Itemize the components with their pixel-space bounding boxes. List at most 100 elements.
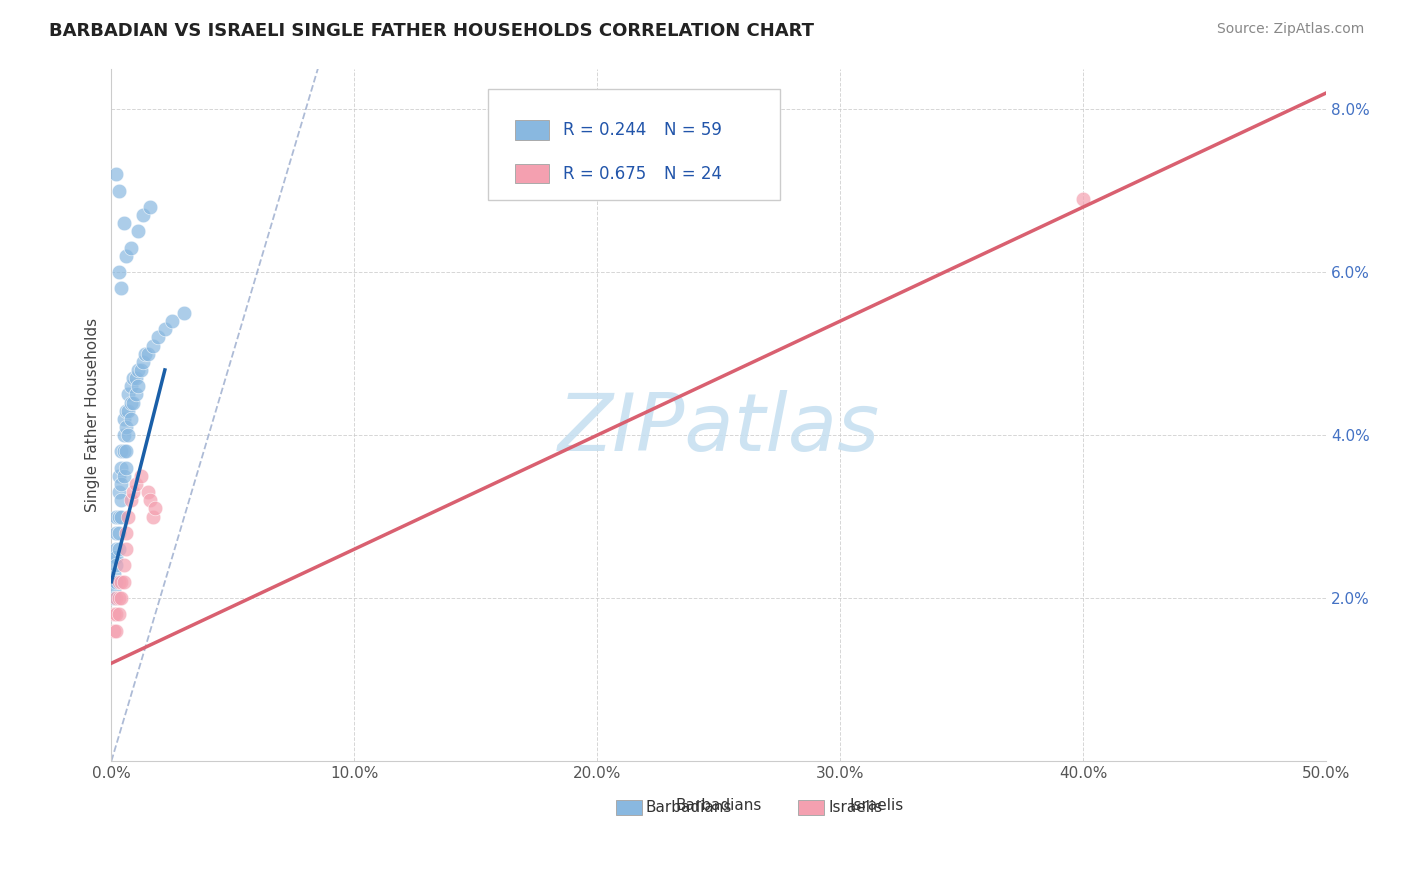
Y-axis label: Single Father Households: Single Father Households xyxy=(86,318,100,512)
Point xyxy=(112,558,135,573)
Point xyxy=(103,624,125,638)
Point xyxy=(105,607,128,622)
Bar xyxy=(616,800,643,815)
Point xyxy=(120,241,142,255)
FancyBboxPatch shape xyxy=(488,89,779,200)
Text: R = 0.675: R = 0.675 xyxy=(564,165,647,183)
Text: ZIPatlas: ZIPatlas xyxy=(558,390,880,467)
Text: R = 0.244: R = 0.244 xyxy=(564,121,647,139)
Point xyxy=(112,428,135,442)
Point xyxy=(160,314,183,328)
Point xyxy=(115,249,138,263)
Point xyxy=(112,412,135,426)
Point xyxy=(103,574,125,589)
Text: Barbadians: Barbadians xyxy=(645,800,733,815)
Point xyxy=(120,395,142,409)
Point xyxy=(127,363,149,377)
Point xyxy=(110,460,132,475)
Point xyxy=(129,468,152,483)
Point xyxy=(112,444,135,458)
Point xyxy=(120,493,142,508)
Point xyxy=(110,444,132,458)
Point xyxy=(107,468,129,483)
Text: Barbadians: Barbadians xyxy=(676,798,762,814)
Bar xyxy=(797,800,824,815)
Point xyxy=(125,371,148,385)
Point xyxy=(107,265,129,279)
Point xyxy=(117,509,139,524)
Point xyxy=(105,542,128,557)
Point xyxy=(105,624,128,638)
Point xyxy=(173,306,195,320)
Point xyxy=(139,200,162,214)
Point xyxy=(122,395,145,409)
Point xyxy=(122,371,145,385)
Point xyxy=(110,281,132,295)
Text: N = 59: N = 59 xyxy=(664,121,723,139)
Point xyxy=(120,412,142,426)
Point xyxy=(105,509,128,524)
Point xyxy=(107,574,129,589)
Point xyxy=(117,403,139,417)
Point xyxy=(134,346,156,360)
Point xyxy=(107,509,129,524)
Point xyxy=(115,525,138,540)
Text: Israelis: Israelis xyxy=(828,800,883,815)
Point xyxy=(112,216,135,230)
Point xyxy=(107,525,129,540)
Point xyxy=(103,607,125,622)
Point xyxy=(107,542,129,557)
Point xyxy=(115,460,138,475)
Text: BARBADIAN VS ISRAELI SINGLE FATHER HOUSEHOLDS CORRELATION CHART: BARBADIAN VS ISRAELI SINGLE FATHER HOUSE… xyxy=(49,22,814,40)
Point xyxy=(125,387,148,401)
Point xyxy=(1071,192,1094,206)
Bar xyxy=(515,120,548,140)
Point xyxy=(139,493,162,508)
Point xyxy=(153,322,176,336)
Point xyxy=(132,355,155,369)
Point xyxy=(115,542,138,557)
Point xyxy=(105,550,128,565)
Point xyxy=(136,485,159,500)
Point xyxy=(110,591,132,605)
Point xyxy=(105,558,128,573)
Point xyxy=(132,208,155,222)
Point xyxy=(103,591,125,605)
Text: Source: ZipAtlas.com: Source: ZipAtlas.com xyxy=(1216,22,1364,37)
Point xyxy=(127,379,149,393)
Point xyxy=(103,566,125,581)
Point xyxy=(146,330,169,344)
Point xyxy=(125,477,148,491)
Point xyxy=(103,550,125,565)
Point xyxy=(115,444,138,458)
Point xyxy=(107,184,129,198)
Point xyxy=(115,403,138,417)
Point xyxy=(107,485,129,500)
Point xyxy=(105,168,128,182)
Point xyxy=(127,224,149,238)
Point xyxy=(107,591,129,605)
Point xyxy=(110,574,132,589)
Point xyxy=(142,509,165,524)
Point xyxy=(115,420,138,434)
Point xyxy=(107,607,129,622)
Point xyxy=(112,468,135,483)
Point xyxy=(103,582,125,597)
Text: N = 24: N = 24 xyxy=(664,165,723,183)
Point xyxy=(110,477,132,491)
Point xyxy=(129,363,152,377)
Point xyxy=(136,346,159,360)
Point xyxy=(142,338,165,352)
Point xyxy=(105,591,128,605)
Point xyxy=(122,485,145,500)
Point xyxy=(105,574,128,589)
Point xyxy=(105,525,128,540)
Point xyxy=(120,379,142,393)
Point xyxy=(110,509,132,524)
Text: Israelis: Israelis xyxy=(849,798,904,814)
Bar xyxy=(515,164,548,184)
Point xyxy=(117,387,139,401)
Point xyxy=(143,501,166,516)
Point xyxy=(112,574,135,589)
Point xyxy=(110,493,132,508)
